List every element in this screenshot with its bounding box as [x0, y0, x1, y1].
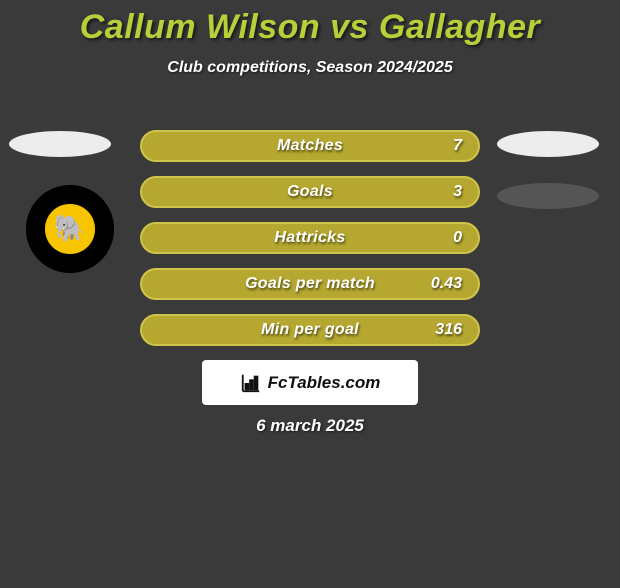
stat-bars-container: Matches 7 Goals 3 Hattricks 0 Goals per …: [140, 130, 480, 360]
stat-label: Hattricks: [142, 229, 478, 247]
stat-bar: Matches 7: [140, 130, 480, 162]
stat-value: 0.43: [431, 275, 462, 293]
club-crest: 🐘: [26, 185, 114, 273]
stat-label: Matches: [142, 137, 478, 155]
page-title: Callum Wilson vs Gallagher: [0, 8, 620, 47]
left-team-ellipse: [9, 131, 111, 157]
right-team-ellipse-shadow: [497, 183, 599, 209]
stat-label: Goals per match: [142, 275, 478, 293]
stat-label: Min per goal: [142, 321, 478, 339]
stat-value: 0: [453, 229, 462, 247]
right-team-ellipse: [497, 131, 599, 157]
stat-value: 3: [453, 183, 462, 201]
stat-label: Goals: [142, 183, 478, 201]
stat-bar: Goals per match 0.43: [140, 268, 480, 300]
brand-badge[interactable]: FcTables.com: [202, 360, 418, 405]
date-text: 6 march 2025: [0, 416, 620, 436]
club-crest-icon: 🐘: [45, 204, 94, 253]
stat-value: 316: [435, 321, 462, 339]
stat-bar: Goals 3: [140, 176, 480, 208]
stat-value: 7: [453, 137, 462, 155]
stat-bar: Min per goal 316: [140, 314, 480, 346]
chart-icon: [240, 372, 262, 394]
stat-bar: Hattricks 0: [140, 222, 480, 254]
brand-text: FcTables.com: [268, 373, 381, 393]
subtitle: Club competitions, Season 2024/2025: [0, 59, 620, 77]
